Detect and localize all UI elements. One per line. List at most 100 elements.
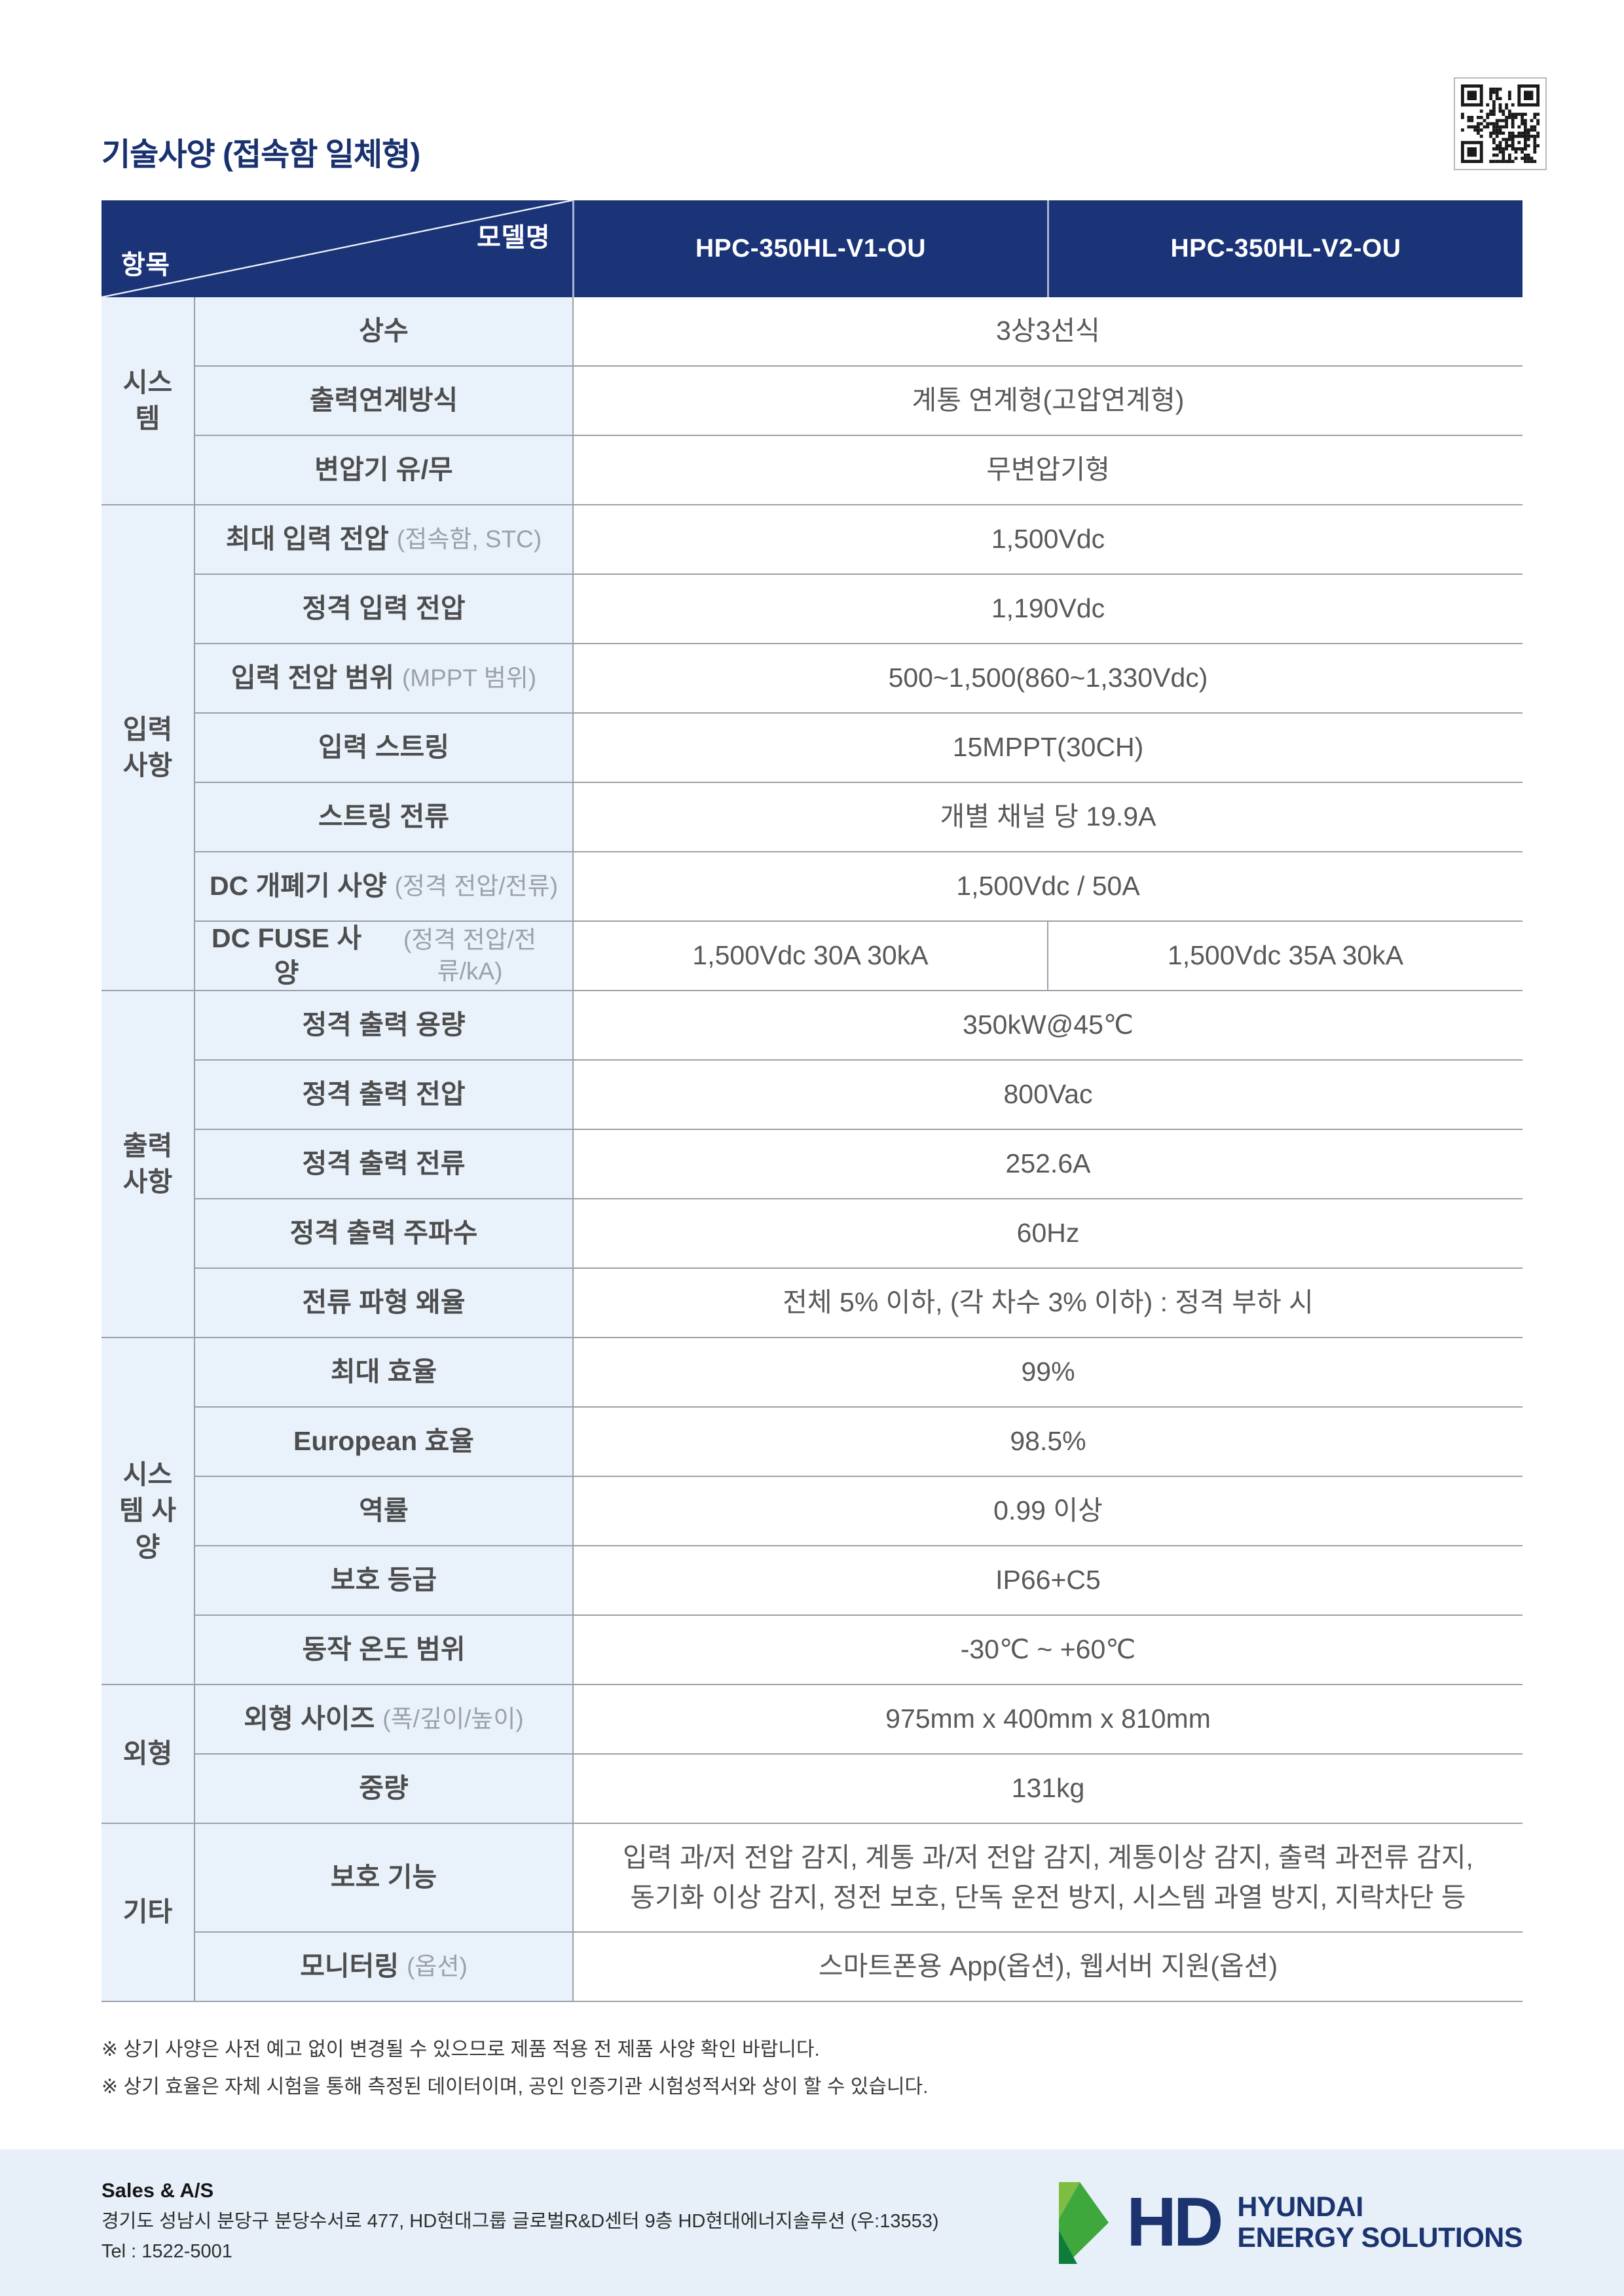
spec-value: 계통 연계형(고압연계형) (572, 367, 1522, 436)
category-cell: 기타 (101, 1824, 194, 2002)
spec-label: 모니터링 (300, 1951, 399, 1982)
spec-label: 최대 효율 (330, 1357, 437, 1387)
spec-label: 정격 입력 전압 (302, 593, 466, 624)
footer: Sales & A/S 경기도 성남시 분당구 분당수서로 477, HD현대그… (0, 2149, 1624, 2296)
spec-value: 1,190Vdc (572, 575, 1522, 644)
spec-label-cell: 스트링 전류 (194, 783, 572, 852)
spec-label-cell: 정격 출력 전류 (194, 1130, 572, 1199)
spec-label: 정격 출력 주파수 (289, 1218, 478, 1248)
spec-label: 보호 등급 (330, 1565, 437, 1595)
spec-label: 외형 사이즈 (244, 1704, 375, 1734)
spec-label-note: (옵션) (407, 1952, 468, 1980)
spec-label: 정격 출력 용량 (302, 1010, 466, 1040)
spec-value: 975mm x 400mm x 810mm (572, 1685, 1522, 1755)
sales-info: Sales & A/S 경기도 성남시 분당구 분당수서로 477, HD현대그… (101, 2179, 939, 2267)
spec-label-cell: 역률 (194, 1477, 572, 1546)
spec-label: 변압기 유/무 (314, 454, 453, 485)
spec-label: 정격 출력 전압 (302, 1079, 466, 1110)
spec-table: 모델명 항목 HPC-350HL-V1-OU HPC-350HL-V2-OU 시스템 상수… (101, 200, 1522, 2002)
company-logo: HD HYUNDAI ENERGY SOLUTIONS (1058, 2181, 1522, 2264)
spec-label-note: (폭/깊이/높이) (382, 1705, 524, 1732)
model-header: HPC-350HL-V2-OU (1047, 200, 1522, 297)
spec-value: 1,500Vdc 35A 30kA (1047, 922, 1522, 991)
spec-label-cell: 최대 효율 (194, 1338, 572, 1408)
spec-label: 보호 기능 (330, 1862, 437, 1893)
spec-label-cell: European 효율 (194, 1408, 572, 1477)
spec-label-cell: 보호 기능 (194, 1824, 572, 1933)
spec-label-cell: 보호 등급 (194, 1546, 572, 1616)
logo-word-energy-solutions: ENERGY SOLUTIONS (1237, 2222, 1522, 2253)
spec-label: 스트링 전류 (318, 801, 449, 832)
footnote-line: ※ 상기 사양은 사전 예고 없이 변경될 수 있으므로 제품 적용 전 제품 … (101, 2039, 820, 2060)
category-cell: 시스템 사양 (101, 1338, 194, 1685)
sales-address: 경기도 성남시 분당구 분당수서로 477, HD현대그룹 글로벌R&D센터 9… (101, 2211, 939, 2232)
spec-value: 3상3선식 (572, 297, 1522, 367)
footnotes: ※ 상기 사양은 사전 예고 없이 변경될 수 있으므로 제품 적용 전 제품 … (101, 2031, 929, 2105)
model-header: HPC-350HL-V1-OU (572, 200, 1047, 297)
spec-value: 0.99 이상 (572, 1477, 1522, 1546)
spec-value: 60Hz (572, 1199, 1522, 1269)
page-title: 기술사양 (접속함 일체형) (101, 137, 420, 172)
spec-label-note: (정격 전압/전류) (394, 872, 559, 900)
spec-value: 개별 채널 당 19.9A (572, 783, 1522, 852)
spec-label-cell: 정격 출력 주파수 (194, 1199, 572, 1269)
spec-value: 800Vac (572, 1061, 1522, 1130)
spec-value: 입력 과/저 전압 감지, 계통 과/저 전압 감지, 계통이상 감지, 출력 … (572, 1824, 1522, 1933)
spec-label-cell: 정격 입력 전압 (194, 575, 572, 644)
spec-label: 정격 출력 전류 (302, 1148, 466, 1179)
spec-label-cell: DC 개폐기 사양 (정격 전압/전류) (194, 852, 572, 922)
category-cell: 외형 (101, 1685, 194, 1824)
spec-label: 출력연계방식 (309, 385, 458, 416)
spec-label: 중량 (359, 1773, 409, 1804)
spec-value: 252.6A (572, 1130, 1522, 1199)
spec-label: DC FUSE 사양 (211, 922, 362, 988)
spec-value: 스마트폰용 App(옵션), 웹서버 지원(옵션) (572, 1933, 1522, 2002)
spec-value: IP66+C5 (572, 1546, 1522, 1616)
spec-value: 1,500Vdc / 50A (572, 852, 1522, 922)
category-cell: 입력 사항 (101, 505, 194, 991)
footnote-line: ※ 상기 효율은 자체 시험을 통해 측정된 데이터이며, 공인 인증기관 시험… (101, 2076, 929, 2098)
spec-label-cell: 입력 전압 범위 (MPPT 범위) (194, 644, 572, 714)
spec-label: DC 개폐기 사양 (209, 871, 387, 902)
corner-item-label: 항목 (121, 251, 170, 280)
spec-label: 상수 (359, 316, 409, 346)
spec-value: 500~1,500(860~1,330Vdc) (572, 644, 1522, 714)
logo-hd-text: HD (1126, 2183, 1223, 2261)
spec-value: 131kg (572, 1755, 1522, 1824)
category-cell: 출력 사항 (101, 991, 194, 1338)
spec-label-note: (정격 전압/전류/kA) (403, 926, 537, 985)
logo-word-hyundai: HYUNDAI (1237, 2191, 1363, 2223)
spec-label: European 효율 (293, 1426, 474, 1457)
spec-label: 최대 입력 전압 (225, 524, 389, 555)
category-cell: 시스템 (101, 297, 194, 505)
spec-label: 동작 온도 범위 (302, 1634, 466, 1665)
corner-model-label: 모델명 (477, 223, 550, 252)
spec-label-cell: DC FUSE 사양 (정격 전압/전류/kA) (194, 922, 572, 991)
spec-value: 350kW@45℃ (572, 991, 1522, 1061)
spec-value: 1,500Vdc (572, 505, 1522, 575)
spec-label-cell: 출력연계방식 (194, 367, 572, 436)
spec-value: 15MPPT(30CH) (572, 714, 1522, 783)
spec-label-cell: 전류 파형 왜율 (194, 1269, 572, 1338)
spec-label: 입력 전압 범위 (231, 663, 394, 693)
spec-label-cell: 중량 (194, 1755, 572, 1824)
spec-value: 1,500Vdc 30A 30kA (572, 922, 1047, 991)
spec-label-cell: 변압기 유/무 (194, 436, 572, 505)
spec-value: -30℃ ~ +60℃ (572, 1616, 1522, 1685)
spec-label: 전류 파형 왜율 (302, 1287, 466, 1318)
hd-hyundai-logo-icon (1059, 2181, 1109, 2264)
spec-value: 98.5% (572, 1408, 1522, 1477)
spec-label-cell: 외형 사이즈 (폭/깊이/높이) (194, 1685, 572, 1755)
spec-label-cell: 모니터링 (옵션) (194, 1933, 572, 2002)
spec-label-note: (접속함, STC) (396, 525, 542, 553)
spec-label: 입력 스트링 (318, 732, 449, 763)
spec-label: 역률 (359, 1495, 409, 1526)
spec-label-cell: 정격 출력 용량 (194, 991, 572, 1061)
qr-code (1454, 77, 1547, 170)
spec-label-cell: 입력 스트링 (194, 714, 572, 783)
spec-label-cell: 동작 온도 범위 (194, 1616, 572, 1685)
spec-label-cell: 최대 입력 전압 (접속함, STC) (194, 505, 572, 575)
spec-value: 무변압기형 (572, 436, 1522, 505)
